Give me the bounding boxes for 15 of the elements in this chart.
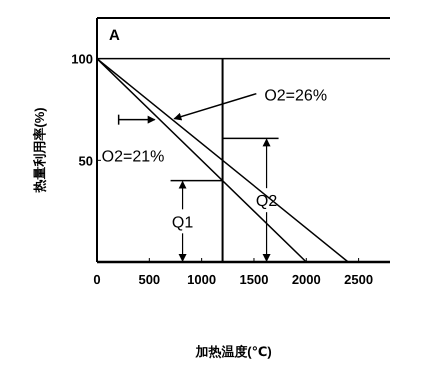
x-tick-label: 2500 [344,272,374,287]
y-tick-label: 100 [71,52,93,67]
x-tick-label: 0 [93,272,101,287]
annotation: Q1 [172,214,194,232]
y-tick-label: 50 [78,153,93,168]
annotation: Q2 [256,193,278,210]
annotation: A [109,27,120,44]
x-tick-label: 1500 [240,272,268,287]
x-tick-label: 500 [138,272,160,287]
annotation: O2=21% [102,148,164,166]
y-axis-title: 热量利用率(%) [32,107,47,194]
x-axis-title: 加热温度(℃) [194,344,272,359]
x-tick-label: 2000 [292,272,321,287]
annotation: O2=26% [264,88,328,105]
x-tick-label: 1000 [187,272,216,287]
